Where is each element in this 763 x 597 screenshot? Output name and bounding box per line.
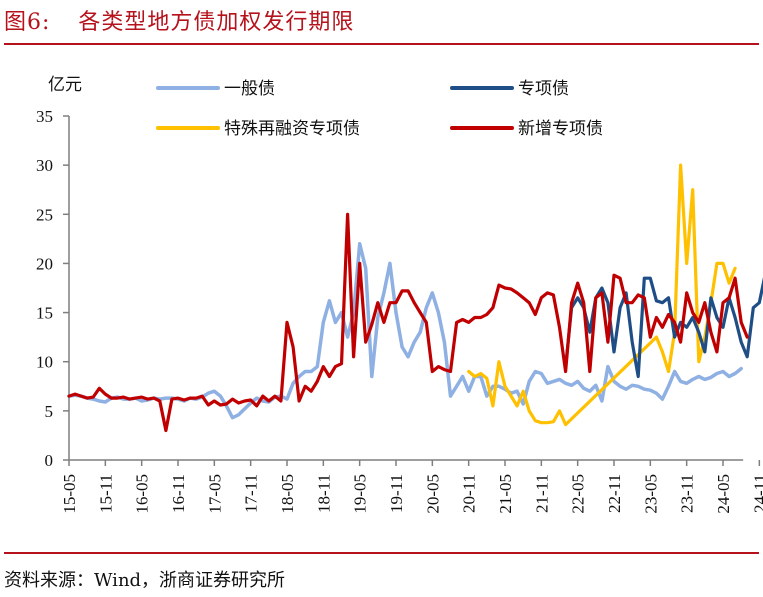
chart-axes: 0 5 10 15 20 25 30 35 15-05 15-11 16-05 16-11 17-05 1… [36, 75, 763, 514]
figure-title-text: 各类型地方债加权发行期限 [78, 10, 355, 35]
figure-title: 图6: 各类型地方债加权发行期限 [4, 4, 354, 36]
y-tick-label: 5 [45, 402, 54, 421]
title-divider [4, 43, 759, 45]
x-tick-label: 21-05 [496, 474, 515, 514]
x-tick-label: 23-05 [641, 474, 660, 514]
legend-label: 专项债 [518, 79, 569, 99]
y-unit-label: 亿元 [48, 75, 82, 95]
x-tick-label: 16-05 [133, 474, 152, 514]
y-tick-label: 30 [36, 156, 53, 175]
x-tick-label: 19-05 [351, 474, 370, 514]
x-tick-label: 24-11 [750, 474, 763, 513]
series-line-2 [467, 163, 737, 427]
footer-divider [4, 552, 759, 554]
y-tick-label: 10 [36, 353, 53, 372]
x-tick-label: 15-05 [60, 474, 79, 514]
x-tick-label: 20-05 [423, 474, 442, 514]
x-tick-label: 22-05 [569, 474, 588, 514]
y-tick-label: 20 [36, 254, 53, 273]
y-tick-label: 0 [45, 451, 54, 470]
source-note: 资料来源：Wind，浙商证券研究所 [4, 570, 286, 591]
legend-label: 特殊再融资专项债 [224, 119, 360, 139]
legend-label: 新增专项债 [518, 119, 603, 139]
y-tick-label: 25 [36, 205, 53, 224]
x-tick-label: 24-05 [714, 474, 733, 514]
y-tick-label: 15 [36, 304, 53, 323]
x-tick-label: 16-11 [169, 474, 188, 513]
chart-series [67, 163, 763, 433]
y-tick-label: 35 [36, 107, 53, 126]
x-tick-label: 15-11 [96, 474, 115, 513]
x-tick-label: 23-11 [678, 474, 697, 513]
figure-number: 图6: [4, 10, 51, 35]
x-tick-label: 18-11 [314, 474, 333, 513]
x-tick-label: 20-11 [460, 474, 479, 513]
series-line-3 [67, 212, 749, 433]
x-tick-label: 19-11 [387, 474, 406, 513]
x-tick-label: 18-05 [278, 474, 297, 514]
legend-label: 一般债 [224, 79, 275, 99]
x-tick-label: 21-11 [532, 474, 551, 513]
x-tick-label: 17-11 [242, 474, 261, 513]
x-tick-label: 17-05 [205, 474, 224, 514]
x-tick-label: 22-11 [605, 474, 624, 513]
